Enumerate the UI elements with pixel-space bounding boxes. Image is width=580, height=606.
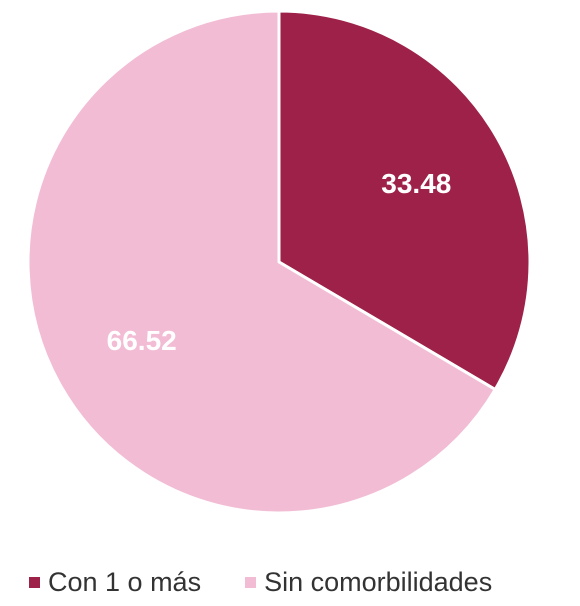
legend-label-sin-comorbilidades: Sin comorbilidades — [264, 566, 493, 597]
pie-slices — [26, 9, 532, 515]
pie-slice-sin-comorbilidades[interactable] — [26, 9, 497, 515]
data-label-sin-comorbilidades: 66.52 — [107, 325, 177, 356]
legend-swatch-con-1-o-mas — [29, 576, 40, 588]
legend-label-con-1-o-mas: Con 1 o más — [48, 566, 202, 597]
pie-slice-con-1-o-mas[interactable] — [277, 9, 532, 391]
pie-data-labels: 33.48 66.52 — [107, 168, 452, 356]
legend-item-con-1-o-mas[interactable]: Con 1 o más — [29, 567, 201, 598]
legend-item-sin-comorbilidades[interactable]: Sin comorbilidades — [245, 567, 492, 598]
chart-legend: Con 1 o más Sin comorbilidades — [0, 562, 580, 602]
pie-chart: 33.48 66.52 — [26, 9, 532, 515]
legend-swatch-sin-comorbilidades — [245, 576, 257, 588]
data-label-con-1-o-mas: 33.48 — [381, 168, 451, 199]
